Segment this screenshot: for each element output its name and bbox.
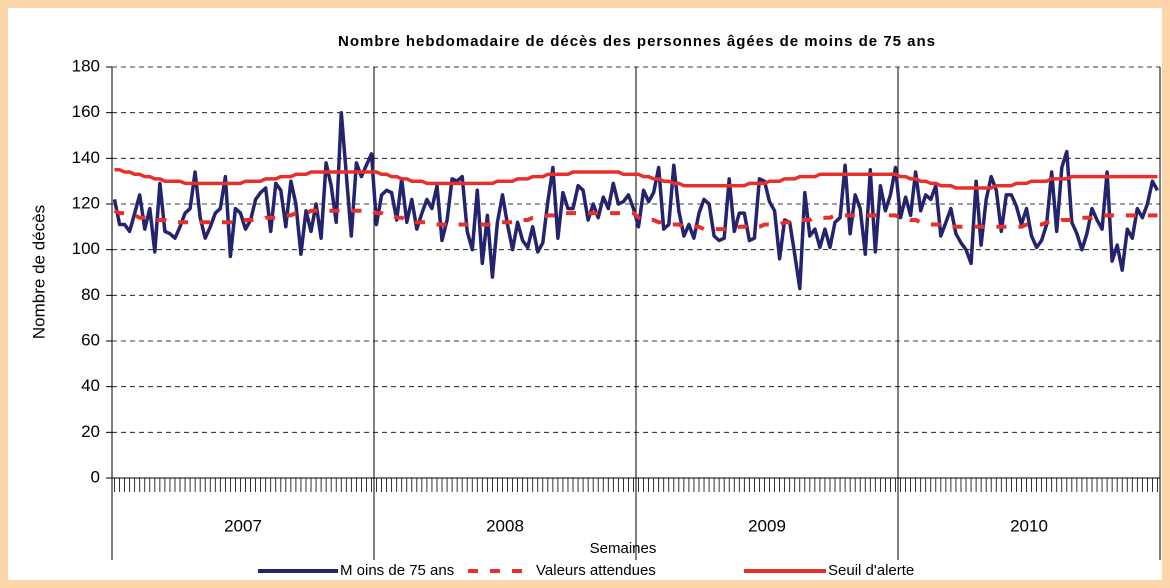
y-tick-label: 0 <box>91 467 100 486</box>
legend-label: M oins de 75 ans <box>340 562 454 579</box>
x-group-label: 2008 <box>486 516 524 535</box>
legend-label: Valeurs attendues <box>536 562 656 579</box>
x-group-label: 2010 <box>1010 516 1048 535</box>
x-group-label: 2007 <box>224 516 262 535</box>
y-tick-label: 60 <box>81 330 100 349</box>
y-tick-label: 40 <box>81 376 100 395</box>
y-tick-label: 100 <box>72 239 100 258</box>
y-tick-label: 160 <box>72 102 100 121</box>
chart-panel <box>8 8 1162 580</box>
legend-label: Seuil d'alerte <box>828 562 914 579</box>
series-line <box>114 168 1158 190</box>
y-tick-label: 20 <box>81 422 100 441</box>
y-tick-label: 120 <box>72 193 100 212</box>
x-axis-label: Semaines <box>590 540 657 557</box>
y-tick-label: 140 <box>72 148 100 167</box>
x-group-label: 2009 <box>748 516 786 535</box>
y-tick-label: 80 <box>81 285 100 304</box>
series-line <box>113 208 1158 232</box>
y-axis-label: Nombre de décès <box>29 205 48 339</box>
y-tick-label: 180 <box>72 56 100 75</box>
chart-title: Nombre hebdomadaire de décès des personn… <box>338 33 936 50</box>
